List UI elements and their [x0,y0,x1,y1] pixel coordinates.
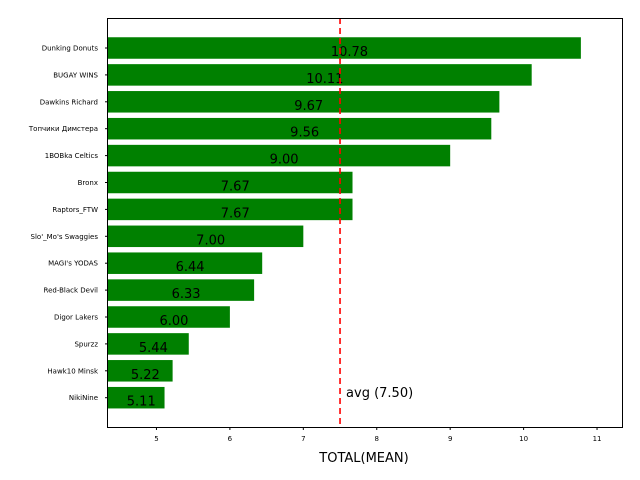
data-label: 6.00 [159,314,188,329]
y-tick-label: Slo'_Mo's Swaggies [31,233,99,241]
y-tick-label: Spurzz [74,340,98,348]
data-label: 9.56 [290,126,319,141]
y-tick-label: Hawk10 Minsk [47,367,99,375]
data-label: 5.22 [131,368,160,383]
bar [108,198,353,221]
bar [108,279,255,301]
x-axis-label: TOTAL(MEAN) [318,451,408,466]
bar [108,91,500,113]
data-label: 6.44 [176,260,205,275]
y-tick-label: Raptors_FTW [52,206,98,214]
reference-line-layer: avg (7.50) [339,18,413,427]
x-tick-label: 9 [448,435,452,443]
bar [108,64,532,86]
average-label: avg (7.50) [346,386,413,401]
x-tick-label: 5 [154,435,158,443]
y-tick-label: Red-Black Devil [44,287,99,295]
data-label: 10.11 [306,72,343,87]
data-labels-layer: 10.78 10.11 9.67 9.56 9.00 7.67 7.67 7.00 6.44 6.… [127,45,368,410]
x-tick-label: 11 [593,435,602,443]
bars-layer [108,37,581,409]
y-tick-label: Bronx [78,179,98,187]
bar [108,144,451,167]
data-label: 7.00 [196,233,225,248]
bar [108,360,173,382]
data-label: 7.67 [221,206,250,221]
x-tick-label: 6 [228,435,233,443]
bar [108,37,581,59]
bar [108,171,353,194]
y-tick-label: 1BOBka Celtics [45,152,99,160]
bar [108,117,492,140]
x-tick-label: 8 [375,435,379,443]
data-label: 9.67 [294,99,323,114]
data-label: 5.11 [127,395,156,410]
y-axis: Dunking Donuts BUGAY WINS Dawkins Richard Т… [28,45,108,402]
bar [108,306,230,328]
data-label: 6.33 [172,287,201,302]
y-tick-label: NikiNine [69,394,98,402]
bar [108,333,189,355]
y-tick-label: BUGAY WINS [53,71,98,79]
data-label: 9.00 [270,153,299,168]
bar [108,252,263,274]
bar [108,386,165,409]
data-label: 7.67 [221,180,250,195]
y-tick-label: Digor Lakers [54,314,98,322]
x-axis: 5 6 7 8 9 10 11 [154,427,601,443]
bar [108,225,304,248]
x-tick-label: 7 [301,435,305,443]
x-tick-label: 10 [519,435,528,443]
data-label: 10.78 [331,45,368,60]
y-tick-label: Dunking Donuts [42,45,99,53]
plot-frame [107,18,623,428]
y-tick-label: MAGI's YODAS [48,260,98,268]
y-tick-label: Dawkins Richard [40,98,98,106]
data-label: 5.44 [139,341,168,356]
y-tick-label: Топчики Димстера [28,125,98,133]
